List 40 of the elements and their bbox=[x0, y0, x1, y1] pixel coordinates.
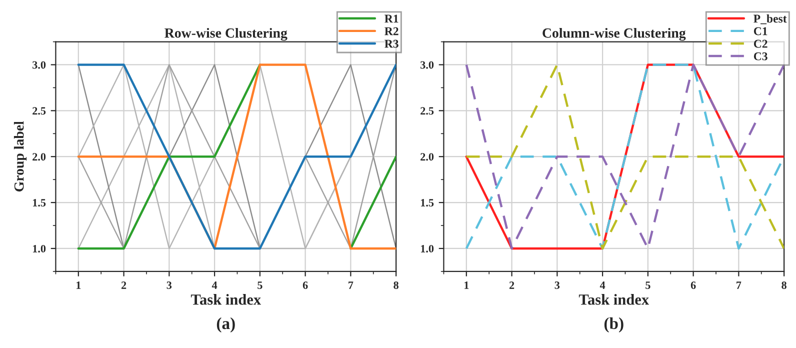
x-tick-label: 1 bbox=[76, 282, 81, 289]
y-tick-label: 2.5 bbox=[32, 107, 46, 115]
x-tick-label: 7 bbox=[348, 282, 354, 289]
x-tick-label: 1 bbox=[464, 282, 469, 289]
y-tick-label: 2.5 bbox=[420, 107, 434, 115]
x-tick-label: 4 bbox=[212, 282, 218, 289]
chart-title: Row-wise Clustering bbox=[164, 28, 288, 41]
chart-title: Column-wise Clustering bbox=[542, 28, 686, 41]
y-tick-label: 2.0 bbox=[32, 153, 46, 161]
x-tick-label: 6 bbox=[302, 282, 308, 289]
y-tick-label: 2.0 bbox=[420, 153, 434, 161]
legend-label: C1 bbox=[754, 27, 768, 36]
x-tick-label: 8 bbox=[394, 281, 398, 289]
legend-label: R3 bbox=[384, 40, 398, 48]
x-tick-label: 3 bbox=[554, 282, 560, 289]
x-tick-label: 2 bbox=[509, 282, 514, 289]
x-tick-label: 7 bbox=[736, 282, 742, 289]
legend-label: P_best bbox=[754, 14, 787, 24]
x-tick-label: 2 bbox=[121, 282, 126, 289]
text: (a) bbox=[216, 317, 235, 332]
text: (b) bbox=[604, 317, 624, 332]
x-tick-label: 8 bbox=[782, 281, 786, 289]
y-tick-label: 1.5 bbox=[33, 199, 46, 207]
x-tick-label: 6 bbox=[690, 282, 696, 289]
x-tick-label: 5 bbox=[258, 282, 262, 289]
y-tick-label: 1.5 bbox=[420, 199, 434, 207]
legend-label: C3 bbox=[754, 52, 768, 60]
x-tick-label: 3 bbox=[166, 282, 172, 289]
y-tick-label: 3.0 bbox=[32, 61, 46, 69]
legend-label: C2 bbox=[754, 40, 768, 48]
x-tick-label: 5 bbox=[646, 282, 650, 289]
legend-label: R1 bbox=[384, 14, 398, 23]
y-axis-title: Group label bbox=[14, 121, 27, 192]
y-tick-label: 1.0 bbox=[33, 244, 46, 252]
x-tick-label: 4 bbox=[600, 282, 606, 289]
y-tick-label: 1.0 bbox=[420, 244, 434, 252]
x-axis-title: Task index bbox=[190, 294, 261, 305]
x-axis-title: Task index bbox=[578, 294, 649, 305]
y-tick-label: 3.0 bbox=[420, 61, 434, 69]
legend-label: R2 bbox=[384, 27, 398, 36]
